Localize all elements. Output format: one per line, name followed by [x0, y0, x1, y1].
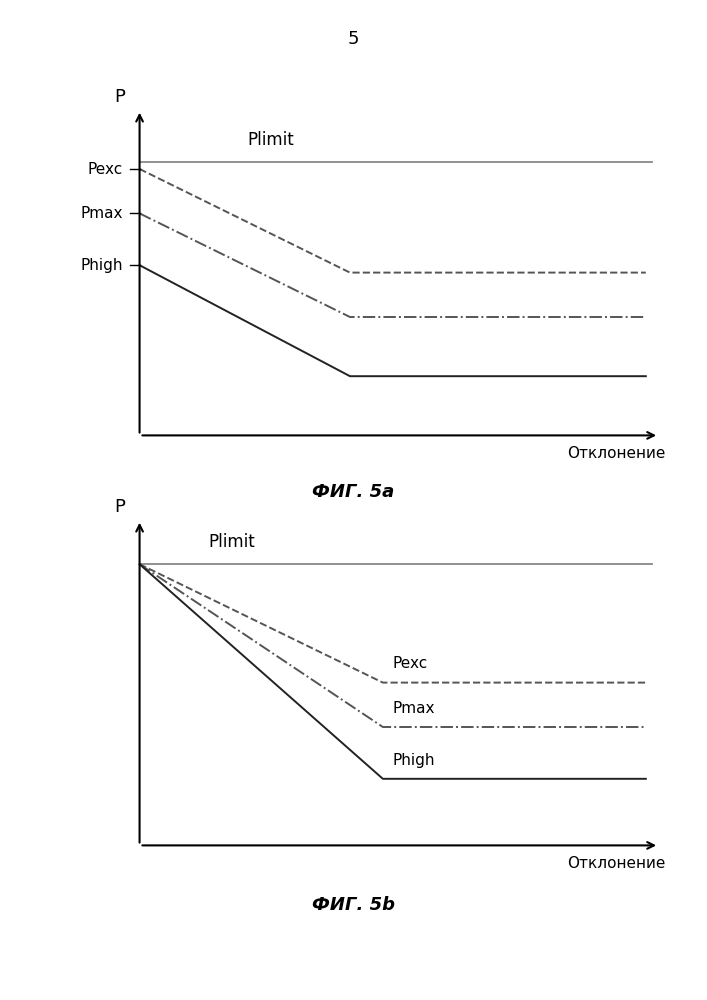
Text: Отклонение: Отклонение: [567, 856, 665, 871]
Text: Отклонение: Отклонение: [567, 446, 665, 462]
Text: Plimit: Plimit: [247, 131, 294, 149]
Text: Pexc: Pexc: [392, 656, 428, 672]
Text: Pmax: Pmax: [392, 701, 436, 716]
Text: Pmax: Pmax: [81, 206, 123, 221]
Text: Plimit: Plimit: [209, 533, 255, 551]
Text: 5: 5: [348, 30, 359, 48]
Text: Pexc: Pexc: [88, 161, 123, 176]
Text: P: P: [115, 88, 125, 106]
Text: Phigh: Phigh: [392, 753, 436, 768]
Text: ФИГ. 5a: ФИГ. 5a: [312, 483, 395, 501]
Text: P: P: [115, 498, 125, 516]
Text: Phigh: Phigh: [81, 258, 123, 273]
Text: ФИГ. 5b: ФИГ. 5b: [312, 896, 395, 914]
